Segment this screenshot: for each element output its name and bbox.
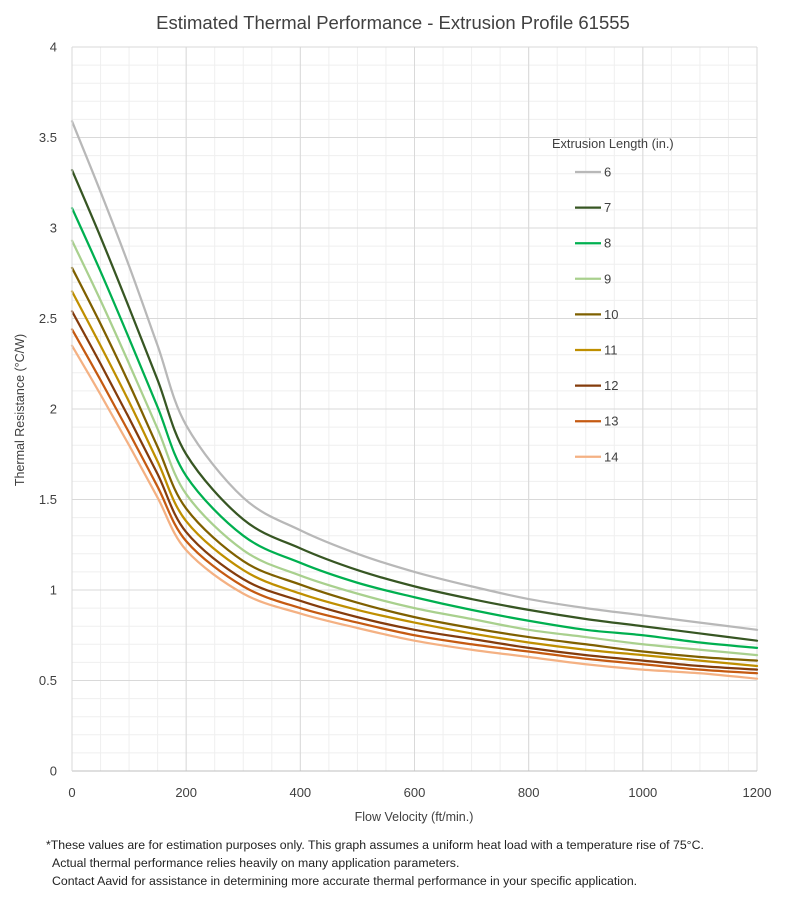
series-lines — [70, 120, 759, 680]
footnote-line-3: Contact Aavid for assistance in determin… — [52, 874, 638, 888]
x-tick-label: 200 — [175, 785, 197, 800]
legend-label-11: 11 — [604, 343, 618, 358]
chart-title: Estimated Thermal Performance - Extrusio… — [156, 12, 630, 33]
legend-label-13: 13 — [604, 414, 618, 429]
x-tick-labels: 0 200 400 600 800 1000 1200 — [68, 785, 771, 800]
axes — [71, 47, 757, 772]
x-axis-label: Flow Velocity (ft/min.) — [355, 810, 474, 824]
y-tick-label: 2.5 — [39, 311, 57, 326]
x-tick-label: 1000 — [628, 785, 657, 800]
y-tick-label: 3.5 — [39, 130, 57, 145]
y-tick-labels: 0 0.5 1 1.5 2 2.5 3 3.5 4 — [39, 40, 57, 779]
legend-label-6: 6 — [604, 165, 611, 180]
series-line-11 — [70, 290, 759, 668]
legend-label-7: 7 — [604, 200, 611, 215]
y-tick-label: 2 — [50, 402, 57, 417]
series-line-13 — [70, 328, 759, 675]
footnote-line-1: *These values are for estimation purpose… — [46, 838, 704, 852]
legend-items: 6 7 8 9 10 11 12 13 14 — [575, 165, 618, 464]
legend-label-14: 14 — [604, 449, 618, 464]
series-line-7 — [70, 168, 759, 642]
series-line-10 — [70, 266, 759, 662]
legend-label-9: 9 — [604, 271, 611, 286]
legend-label-10: 10 — [604, 307, 618, 322]
series-line-14 — [70, 344, 759, 680]
x-tick-label: 1200 — [743, 785, 772, 800]
series-line-6 — [70, 120, 759, 631]
thermal-resistance-chart: Estimated Thermal Performance - Extrusio… — [13, 12, 771, 824]
y-tick-label: 1.5 — [39, 492, 57, 507]
series-line-12 — [70, 310, 759, 671]
y-tick-label: 3 — [50, 221, 57, 236]
y-tick-label: 0.5 — [39, 673, 57, 688]
x-tick-label: 0 — [68, 785, 75, 800]
legend-title: Extrusion Length (in.) — [552, 136, 674, 151]
series-line-9 — [70, 239, 759, 657]
legend-label-8: 8 — [604, 236, 611, 251]
x-tick-label: 800 — [518, 785, 540, 800]
series-line-8 — [70, 206, 759, 650]
y-tick-label: 4 — [50, 40, 57, 55]
footnotes: *These values are for estimation purpose… — [46, 836, 781, 890]
y-axis-label: Thermal Resistance (°C/W) — [13, 334, 27, 486]
footnote-line-2: Actual thermal performance relies heavil… — [52, 856, 460, 870]
x-tick-label: 400 — [289, 785, 311, 800]
major-gridlines — [71, 46, 758, 772]
y-tick-label: 1 — [50, 583, 57, 598]
y-tick-label: 0 — [50, 764, 57, 779]
x-tick-label: 600 — [404, 785, 426, 800]
legend-label-12: 12 — [604, 378, 618, 393]
legend: Extrusion Length (in.) 6 7 8 9 10 11 12 13 14 — [552, 136, 674, 464]
